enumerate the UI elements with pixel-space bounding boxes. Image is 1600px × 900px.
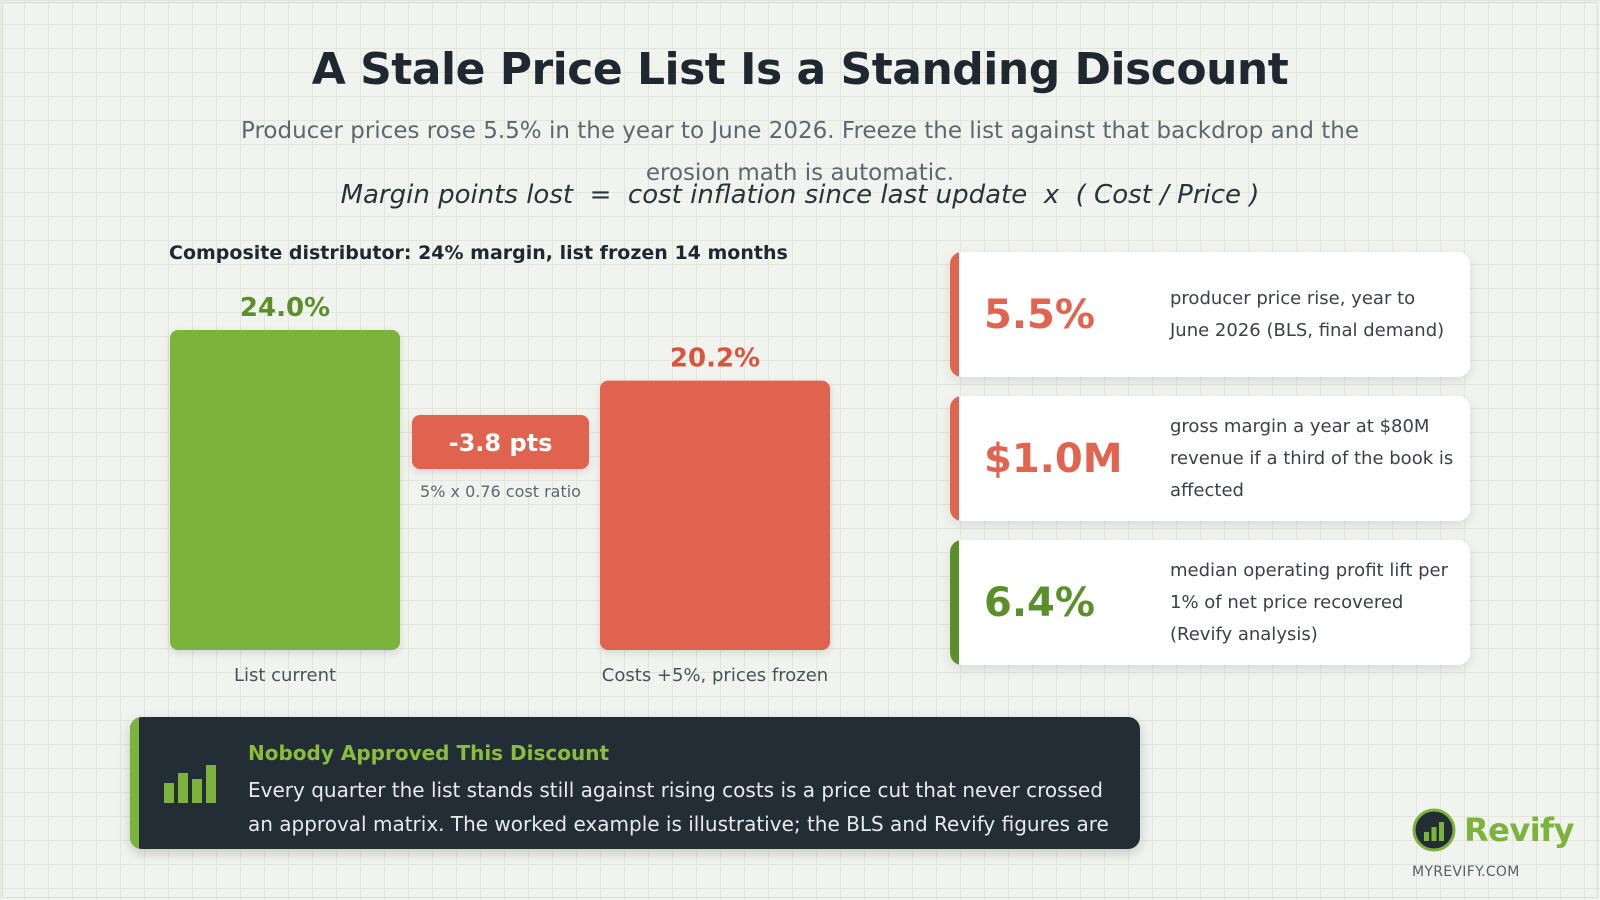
page-subtitle: Producer prices rose 5.5% in the year to… [241, 118, 1359, 186]
bar-value-label: 24.0% [240, 293, 330, 323]
callout-accent [130, 717, 139, 849]
stat-card-accent [950, 540, 959, 665]
stat-value: $1.0M [984, 435, 1123, 482]
callout-body: Every quarter the list stands still agai… [248, 778, 1109, 849]
stat-value: 6.4% [984, 579, 1095, 626]
stat-card-accent [950, 396, 959, 521]
stat-card-accent [950, 252, 959, 377]
delta-badge [412, 415, 589, 469]
callout-box: Nobody Approved This Discount Every quar… [130, 717, 1140, 849]
stat-value: 5.5% [984, 291, 1095, 338]
bar-category-label: Costs +5%, prices frozen [602, 665, 828, 686]
revify-logo-icon [1412, 808, 1456, 852]
delta-note: 5% x 0.76 cost ratio [420, 482, 581, 501]
brand-logo: Revify [1412, 808, 1574, 852]
brand-name: Revify [1464, 811, 1574, 849]
bar-value-label: 20.2% [670, 344, 760, 374]
bar-category-label: List current [234, 665, 336, 686]
bar-costs-prices-frozen [600, 380, 830, 650]
stat-description: median operating profit lift per 1% of n… [1170, 559, 1449, 645]
bar-list-current [170, 330, 400, 650]
stat-description: gross margin a year at $80M revenue if a… [1170, 415, 1454, 501]
delta-label: -3.8 pts [449, 429, 553, 457]
brand-url: MYREVIFY.COM [1412, 864, 1520, 880]
stat-card-margin-dollars: $1.0M gross margin a year at $80M revenu… [950, 396, 1470, 521]
stat-card-ppi: 5.5% producer price rise, year to June 2… [950, 252, 1470, 377]
chart-title: Composite distributor: 24% margin, list … [169, 242, 788, 264]
stat-card-profit-lift: 6.4% median operating profit lift per 1%… [950, 540, 1470, 665]
page-title: A Stale Price List Is a Standing Discoun… [311, 44, 1289, 95]
bar-chart-icon [164, 765, 216, 803]
stat-description: producer price rise, year to June 2026 (… [1170, 287, 1445, 341]
margin-formula: Margin points lost = cost inflation sinc… [340, 180, 1260, 210]
callout-heading: Nobody Approved This Discount [248, 741, 610, 765]
